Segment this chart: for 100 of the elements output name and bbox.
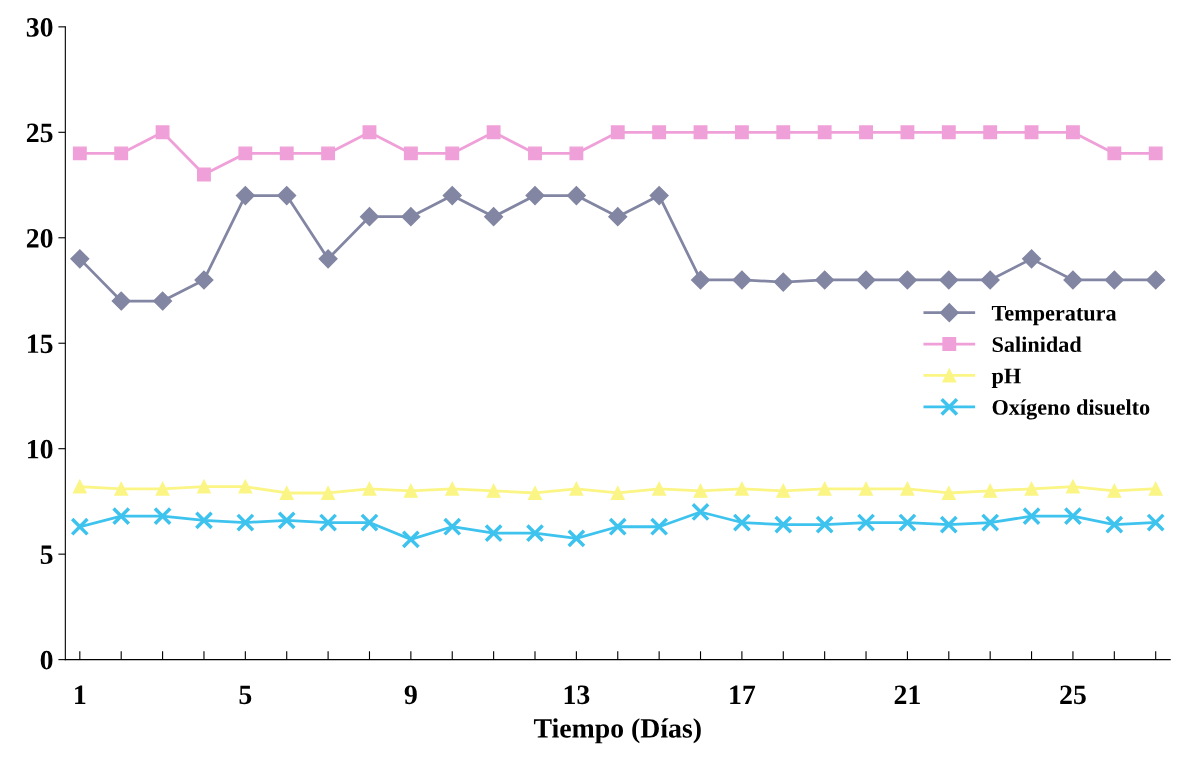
legend-label: Oxígeno disuelto bbox=[992, 399, 1150, 420]
point bbox=[528, 486, 542, 500]
legend-label: Temperatura bbox=[991, 305, 1117, 326]
point bbox=[569, 146, 584, 161]
point bbox=[360, 513, 379, 532]
point bbox=[528, 146, 542, 161]
point bbox=[983, 483, 998, 498]
point bbox=[70, 249, 90, 269]
point bbox=[983, 125, 998, 140]
point bbox=[445, 481, 460, 496]
point bbox=[1063, 506, 1083, 526]
point bbox=[980, 513, 1000, 532]
point bbox=[1148, 481, 1163, 496]
point bbox=[1024, 481, 1039, 496]
point bbox=[856, 270, 876, 290]
point bbox=[362, 481, 377, 496]
point bbox=[1104, 515, 1124, 535]
point bbox=[1022, 249, 1042, 269]
point bbox=[567, 528, 586, 548]
point bbox=[321, 486, 336, 500]
point bbox=[235, 513, 255, 532]
point bbox=[1063, 270, 1083, 290]
point bbox=[194, 511, 214, 530]
y-tick-label: 30 bbox=[26, 18, 53, 37]
point bbox=[484, 207, 504, 227]
point bbox=[72, 146, 87, 161]
point bbox=[362, 125, 377, 140]
point bbox=[608, 517, 628, 537]
point bbox=[610, 486, 625, 500]
point bbox=[610, 125, 625, 140]
x-tick-label: 1 bbox=[75, 685, 86, 704]
point bbox=[608, 207, 628, 227]
point bbox=[732, 270, 752, 290]
point bbox=[649, 186, 669, 206]
legend-label: pH bbox=[991, 368, 1021, 388]
x-tick-label: 25 bbox=[1060, 685, 1086, 705]
point bbox=[1024, 125, 1039, 140]
point bbox=[111, 506, 131, 526]
point bbox=[980, 270, 1000, 290]
point bbox=[111, 291, 131, 311]
y-tick-label: 20 bbox=[26, 228, 53, 248]
point bbox=[900, 125, 915, 140]
point bbox=[1022, 506, 1041, 526]
point bbox=[277, 511, 297, 530]
point bbox=[1146, 513, 1166, 532]
point bbox=[815, 270, 835, 290]
point bbox=[732, 513, 752, 532]
point bbox=[1104, 270, 1124, 290]
point bbox=[1107, 483, 1122, 498]
point bbox=[856, 513, 876, 532]
point bbox=[197, 479, 211, 494]
y-tick-label: 15 bbox=[27, 334, 53, 354]
point bbox=[197, 167, 211, 182]
legend-label: Salinidad bbox=[992, 336, 1082, 353]
point bbox=[277, 186, 297, 206]
point bbox=[815, 515, 835, 535]
point bbox=[1065, 479, 1080, 494]
point bbox=[773, 272, 793, 292]
y-tick-label: 5 bbox=[40, 545, 53, 565]
point bbox=[153, 506, 172, 526]
point bbox=[238, 146, 253, 161]
point bbox=[445, 146, 460, 161]
point bbox=[817, 481, 832, 496]
point bbox=[155, 125, 170, 140]
point bbox=[734, 481, 749, 496]
point bbox=[238, 479, 253, 494]
x-tick-label: 21 bbox=[894, 685, 920, 704]
point bbox=[525, 186, 545, 206]
point bbox=[897, 270, 917, 290]
point bbox=[442, 517, 462, 537]
point bbox=[486, 483, 501, 498]
point bbox=[859, 481, 873, 496]
point bbox=[403, 483, 418, 498]
x-axis-title: Tiempo (Días) bbox=[533, 718, 701, 744]
point bbox=[401, 207, 421, 227]
y-tick-label: 0 bbox=[40, 650, 53, 670]
point bbox=[691, 502, 710, 522]
point bbox=[442, 186, 462, 206]
point bbox=[939, 515, 959, 535]
point bbox=[235, 186, 255, 206]
y-tick-label: 25 bbox=[26, 123, 53, 143]
point bbox=[403, 146, 418, 161]
point bbox=[114, 481, 129, 496]
point bbox=[1065, 125, 1080, 140]
point bbox=[566, 186, 586, 206]
x-tick-label: 13 bbox=[564, 685, 590, 705]
point bbox=[114, 146, 129, 161]
point bbox=[734, 125, 749, 140]
point bbox=[155, 481, 170, 496]
point bbox=[279, 486, 294, 500]
point bbox=[318, 513, 338, 532]
point bbox=[776, 125, 791, 140]
point bbox=[900, 481, 915, 496]
point bbox=[817, 125, 832, 140]
point bbox=[693, 125, 708, 140]
point bbox=[941, 125, 956, 140]
x-tick-label: 17 bbox=[730, 685, 756, 704]
point bbox=[649, 517, 669, 537]
point bbox=[486, 125, 501, 140]
point bbox=[776, 483, 791, 498]
